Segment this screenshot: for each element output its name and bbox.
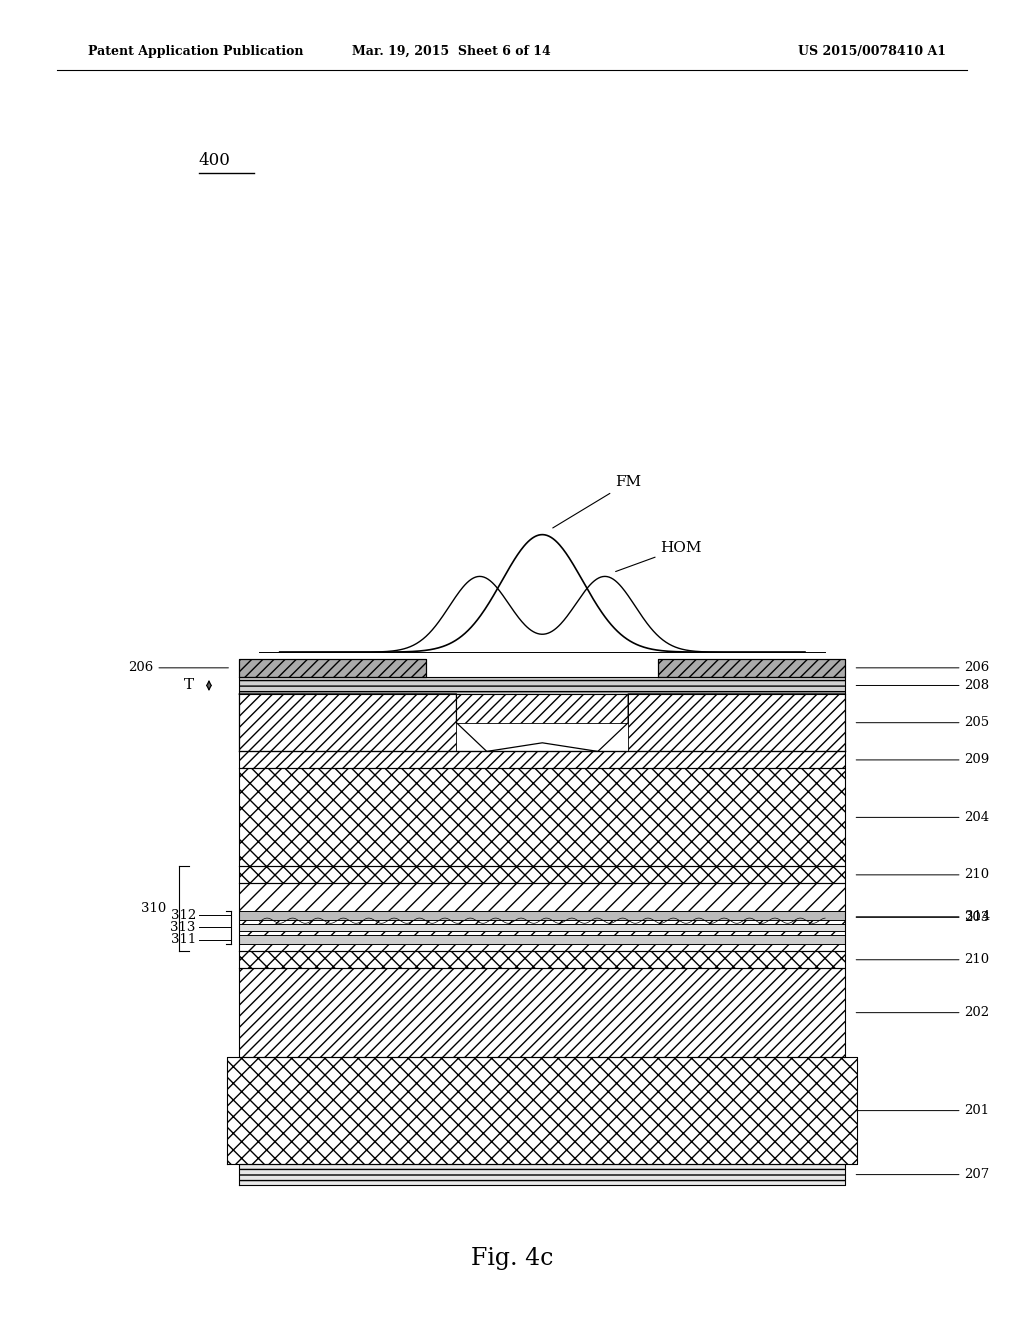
Text: 210: 210 [856,953,989,966]
Text: 206: 206 [128,661,228,675]
Bar [240,911,846,920]
Text: 205: 205 [856,717,989,729]
Text: 312: 312 [171,908,196,921]
Text: Patent Application Publication: Patent Application Publication [88,45,303,58]
Text: 209: 209 [856,754,990,767]
Text: 314: 314 [856,911,990,923]
Bar [240,935,846,945]
Text: 207: 207 [856,1168,990,1181]
Text: 204: 204 [856,810,989,824]
Text: Fig. 4c: Fig. 4c [471,1246,553,1270]
Text: 310: 310 [141,903,167,915]
Bar [240,883,846,952]
Text: 210: 210 [856,869,989,882]
Bar [658,659,846,677]
Bar [240,952,846,969]
Text: 206: 206 [856,661,990,675]
Text: 202: 202 [856,1006,989,1019]
Text: 203: 203 [856,911,990,924]
Text: 208: 208 [856,678,989,692]
Bar [240,866,846,883]
Text: T: T [183,678,194,693]
Bar [240,1164,846,1185]
Bar [240,768,846,866]
Text: US 2015/0078410 A1: US 2015/0078410 A1 [799,45,946,58]
Bar [240,659,426,677]
Bar [240,751,846,768]
Bar [240,694,457,751]
Text: 201: 201 [856,1104,989,1117]
Text: Mar. 19, 2015  Sheet 6 of 14: Mar. 19, 2015 Sheet 6 of 14 [352,45,551,58]
Bar [240,677,846,694]
Bar [227,1057,857,1164]
Bar [240,969,846,1057]
Text: 400: 400 [199,152,230,169]
Bar [457,694,628,722]
Text: HOM: HOM [615,541,702,572]
Text: 313: 313 [170,921,196,935]
Text: 311: 311 [171,933,196,946]
Text: FM: FM [553,475,641,528]
Bar [628,694,846,751]
Bar [240,924,846,931]
